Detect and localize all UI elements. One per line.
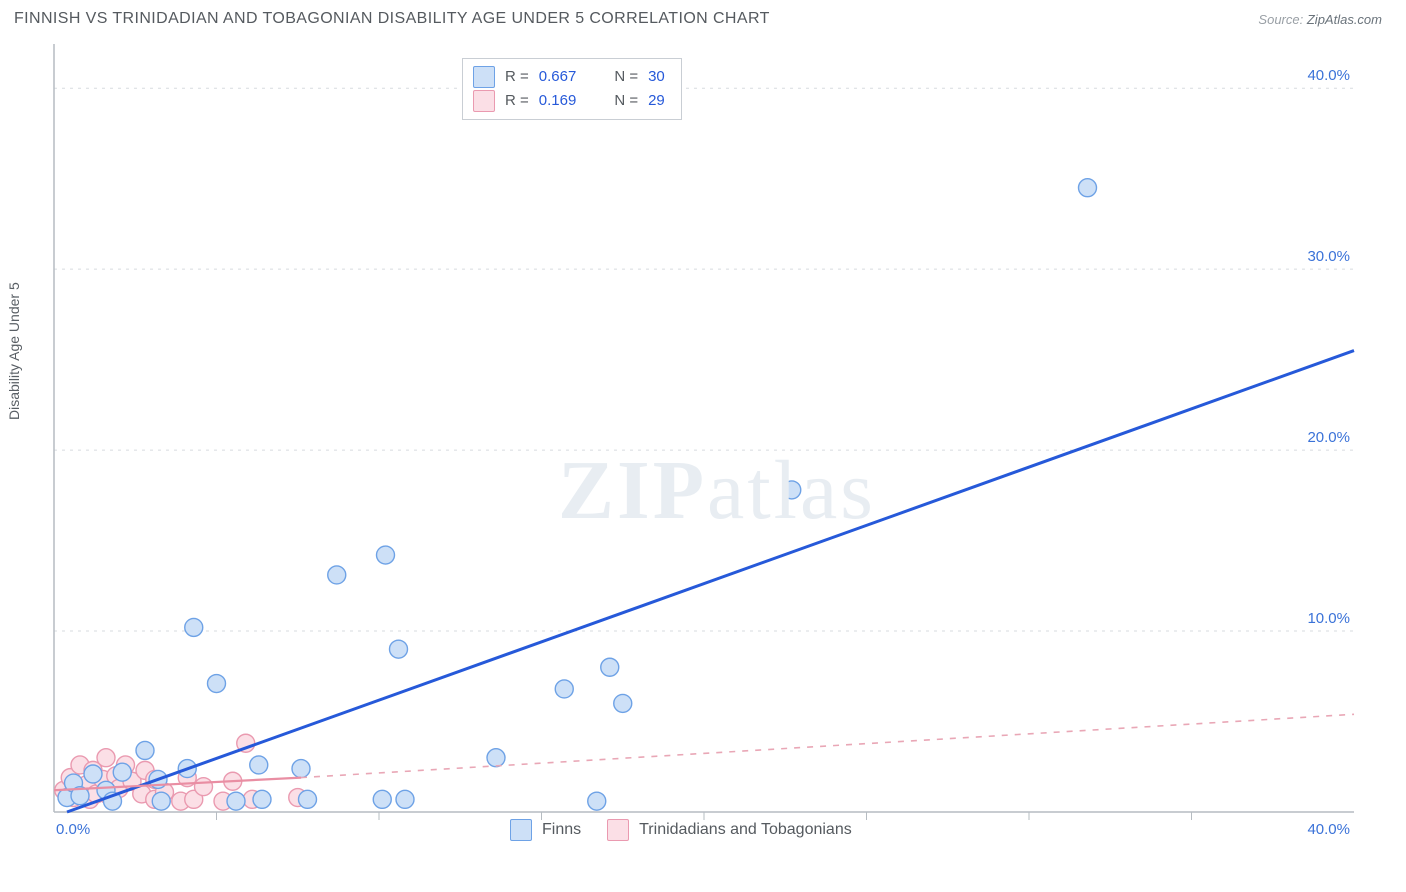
- legend-item-tt: Trinidadians and Tobagonians: [607, 819, 852, 841]
- y-axis-label: Disability Age Under 5: [6, 282, 22, 420]
- series-legend: Finns Trinidadians and Tobagonians: [510, 819, 852, 841]
- svg-text:20.0%: 20.0%: [1307, 429, 1350, 446]
- source-label: Source:: [1258, 12, 1303, 27]
- swatch-blue-icon: [510, 819, 532, 841]
- header-bar: FINNISH VS TRINIDADIAN AND TOBAGONIAN DI…: [0, 0, 1406, 34]
- svg-text:10.0%: 10.0%: [1307, 610, 1350, 627]
- stats-row-tt: R = 0.169 N = 29: [473, 89, 665, 113]
- legend-label-finns: Finns: [542, 821, 581, 839]
- chart-title: FINNISH VS TRINIDADIAN AND TOBAGONIAN DI…: [14, 10, 770, 28]
- swatch-pink-icon: [473, 90, 495, 112]
- r-value-tt: 0.169: [539, 89, 577, 113]
- r-label: R =: [505, 89, 529, 113]
- svg-text:40.0%: 40.0%: [1307, 67, 1350, 84]
- svg-text:40.0%: 40.0%: [1307, 821, 1350, 834]
- n-value-tt: 29: [648, 89, 665, 113]
- r-label: R =: [505, 65, 529, 89]
- chart-svg: 10.0% 20.0% 30.0% 40.0% 0.0% 40.0%: [52, 42, 1364, 834]
- plot-area: ZIPatlas 10.0%20.0%30.0%40.0%0.0%40.0%: [52, 42, 1382, 842]
- n-value-finns: 30: [648, 65, 665, 89]
- source-attribution: Source: ZipAtlas.com: [1258, 12, 1382, 27]
- source-value: ZipAtlas.com: [1307, 12, 1382, 27]
- stats-legend-box: R = 0.667 N = 30 R = 0.169 N = 29: [462, 58, 682, 120]
- r-value-finns: 0.667: [539, 65, 577, 89]
- svg-text:30.0%: 30.0%: [1307, 248, 1350, 265]
- legend-label-tt: Trinidadians and Tobagonians: [639, 821, 852, 839]
- svg-text:0.0%: 0.0%: [56, 821, 90, 834]
- swatch-blue-icon: [473, 66, 495, 88]
- n-label: N =: [614, 89, 638, 113]
- n-label: N =: [614, 65, 638, 89]
- stats-row-finns: R = 0.667 N = 30: [473, 65, 665, 89]
- legend-item-finns: Finns: [510, 819, 581, 841]
- swatch-pink-icon: [607, 819, 629, 841]
